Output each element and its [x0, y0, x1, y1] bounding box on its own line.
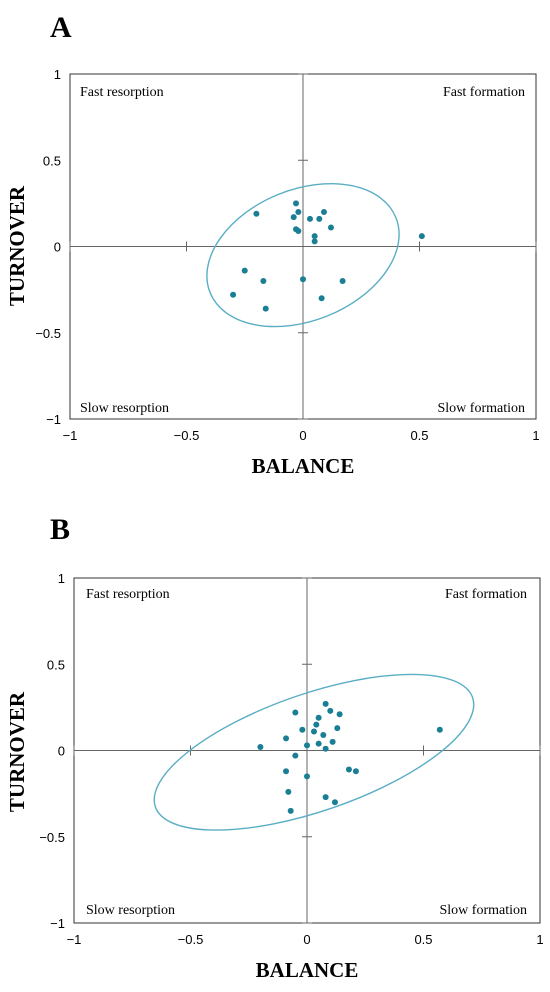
- panel-a-points: [230, 200, 425, 312]
- panel-a-data-point: [300, 276, 306, 283]
- panel-a-ellipse: [206, 182, 400, 328]
- panel-a-label: A: [50, 11, 72, 44]
- panel-b-data-point: [292, 752, 299, 759]
- panel-b-data-point: [336, 711, 343, 718]
- panel-b-x-tick-label: −1: [67, 932, 82, 947]
- panel-b-data-point: [327, 707, 334, 714]
- panel-a-data-point: [290, 214, 297, 221]
- panel-b-x-tick-label: 0.5: [414, 932, 432, 947]
- panel-a-quadrant-top-left: Fast resorption: [80, 85, 164, 100]
- panel-a-x-tick-label: −1: [63, 428, 78, 443]
- panel-b-axes: [73, 577, 541, 924]
- panel-b-data-point: [315, 714, 322, 721]
- panel-b-data-point: [329, 738, 336, 745]
- panel-b-x-tick-label: 1: [536, 932, 543, 947]
- panel-a-data-point: [327, 224, 334, 231]
- panel-b-data-point: [283, 735, 290, 742]
- panel-a: A −1 −0.5 0 0.5 1 1 0.5 0 −0.5 −1 Fast resorption…: [5, 11, 540, 478]
- panel-a-y-tick-label: −1: [46, 412, 61, 427]
- panel-b-data-point: [283, 768, 290, 775]
- panel-b-data-point: [320, 731, 327, 738]
- panel-b-data-point: [331, 799, 338, 806]
- panel-a-data-point: [339, 278, 346, 284]
- panel-b-data-point: [322, 700, 329, 707]
- panel-b-data-point: [352, 768, 359, 775]
- panel-a-data-point: [241, 267, 248, 274]
- panel-b-quadrant-top-left: Fast resorption: [86, 587, 170, 602]
- panel-b-y-tick-label: −1: [50, 916, 65, 931]
- panel-a-y-tick-label: 0.5: [43, 153, 61, 168]
- panel-a-y-tick-label: 0: [54, 240, 61, 255]
- panel-b-data-point: [313, 721, 320, 728]
- panel-b-x-tick-label: −0.5: [178, 932, 204, 947]
- panel-b-ellipse: [153, 673, 475, 831]
- panel-a-data-point: [293, 200, 300, 207]
- panel-b-y-axis-title: TURNOVER: [5, 691, 29, 812]
- panel-b-points: [257, 700, 443, 814]
- panel-a-x-axis-title: BALANCE: [252, 454, 355, 478]
- panel-a-y-tick-label: 1: [54, 67, 61, 82]
- panel-b-ellipse-layer: [153, 673, 475, 831]
- panel-a-data-point: [260, 278, 267, 284]
- panel-b: B −1 −0.5 0 0.5 1 1 0.5 0 −0.5 −1 Fast resorption…: [5, 513, 544, 982]
- panel-b-data-point: [310, 728, 317, 735]
- panel-b-data-point: [285, 788, 292, 795]
- panel-a-data-point: [306, 215, 313, 222]
- panel-a-tick-labels: −1 −0.5 0 0.5 1 1 0.5 0 −0.5 −1: [35, 67, 539, 443]
- panel-a-x-tick-label: 0.5: [410, 428, 428, 443]
- panel-b-x-tick-label: 0: [303, 932, 310, 947]
- panel-b-y-tick-label: 1: [58, 571, 65, 586]
- panel-a-data-point: [230, 291, 237, 298]
- panel-a-x-tick-label: 1: [532, 428, 539, 443]
- panel-b-tick-labels: −1 −0.5 0 0.5 1 1 0.5 0 −0.5 −1: [39, 571, 543, 947]
- panel-b-y-tick-label: −0.5: [39, 830, 65, 845]
- panel-a-data-point: [311, 238, 318, 245]
- panel-b-y-tick-label: 0: [58, 744, 65, 759]
- panel-b-quadrant-bottom-right: Slow formation: [440, 903, 528, 918]
- panel-a-quadrant-bottom-left: Slow resorption: [80, 401, 169, 416]
- panel-b-data-point: [345, 766, 352, 773]
- panel-a-data-point: [316, 215, 323, 222]
- panel-b-quadrant-top-right: Fast formation: [445, 587, 527, 602]
- panel-a-ellipse-layer: [206, 182, 400, 328]
- panel-a-data-point: [262, 305, 269, 312]
- panel-a-quadrant-top-right: Fast formation: [443, 85, 525, 100]
- panel-a-data-point: [318, 295, 325, 302]
- panel-a-data-point: [253, 210, 260, 217]
- panel-a-x-tick-label: −0.5: [174, 428, 200, 443]
- panel-b-y-tick-label: 0.5: [47, 657, 65, 672]
- panel-a-quadrant-bottom-right: Slow formation: [438, 401, 526, 416]
- panel-a-y-tick-label: −0.5: [35, 326, 61, 341]
- panel-b-data-point: [287, 807, 294, 814]
- panel-b-data-point: [304, 773, 310, 780]
- panel-b-data-point: [436, 726, 443, 733]
- panel-b-data-point: [292, 709, 299, 716]
- panel-b-data-point: [257, 744, 264, 751]
- panel-a-data-point: [295, 227, 302, 234]
- panel-a-data-point: [418, 233, 425, 240]
- panel-b-data-point: [315, 740, 322, 747]
- panel-a-data-point: [311, 233, 318, 240]
- panel-b-label: B: [50, 513, 70, 546]
- panel-a-data-point: [295, 209, 302, 215]
- panel-a-data-point: [320, 209, 327, 215]
- panel-b-data-point: [299, 726, 306, 733]
- panel-b-data-point: [334, 725, 341, 732]
- panel-a-axes: [69, 73, 537, 420]
- panel-a-x-tick-label: 0: [299, 428, 306, 443]
- panel-a-y-axis-title: TURNOVER: [5, 185, 29, 306]
- panel-b-quadrant-bottom-left: Slow resorption: [86, 903, 175, 918]
- panel-b-x-axis-title: BALANCE: [256, 958, 359, 982]
- panel-b-data-point: [322, 745, 329, 752]
- panel-b-data-point: [322, 794, 329, 801]
- panel-b-data-point: [304, 742, 310, 749]
